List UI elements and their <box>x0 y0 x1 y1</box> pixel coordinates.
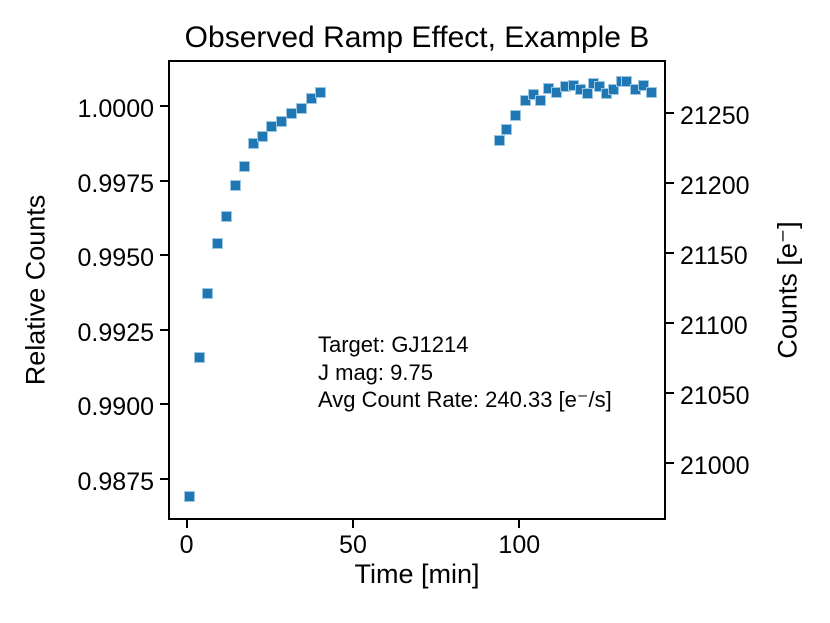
x-tick-label: 0 <box>179 531 194 559</box>
x-axis-label: Time [min] <box>354 559 480 589</box>
x-tick-mark <box>518 520 521 528</box>
annotation-block: Target: GJ1214 J mag: 9.75 Avg Count Rat… <box>318 331 612 414</box>
data-point-marker <box>607 84 619 96</box>
data-point-marker <box>306 92 318 104</box>
y-right-tick-mark <box>666 462 674 465</box>
x-tick-label: 50 <box>339 531 367 559</box>
y-right-tick-label: 21050 <box>680 382 750 411</box>
data-point-marker <box>593 81 605 93</box>
annotation-jmag-line: J mag: 9.75 <box>318 359 433 385</box>
y-right-axis-label: Counts [e⁻] <box>772 221 803 359</box>
data-point-marker <box>645 86 657 98</box>
y-right-tick-mark <box>666 392 674 395</box>
data-point-marker <box>637 80 649 92</box>
data-point-marker <box>202 287 214 299</box>
y-left-tick-label: 0.9975 <box>77 169 154 198</box>
data-point-marker <box>535 94 547 106</box>
data-point-marker <box>183 491 195 503</box>
y-left-tick-mark <box>160 105 168 108</box>
plot-area <box>168 60 666 520</box>
x-tick-mark <box>351 520 354 528</box>
y-left-tick-mark <box>160 477 168 480</box>
data-point-marker <box>581 87 593 99</box>
data-point-marker <box>510 110 522 122</box>
data-point-marker <box>193 352 205 363</box>
y-right-tick-label: 21000 <box>680 452 750 481</box>
data-point-marker <box>238 160 250 172</box>
y-right-tick-label: 21150 <box>680 242 748 271</box>
y-left-tick-label: 0.9950 <box>77 244 154 273</box>
y-left-tick-label: 1.0000 <box>77 95 154 124</box>
data-point-marker <box>257 131 269 143</box>
y-right-tick-mark <box>666 252 674 255</box>
data-point-marker <box>247 137 259 149</box>
y-left-tick-label: 0.9900 <box>77 393 154 422</box>
x-tick-mark <box>185 520 188 528</box>
y-left-tick-label: 0.9875 <box>77 467 154 496</box>
y-left-axis-label: Relative Counts <box>20 194 51 386</box>
y-right-tick-label: 21250 <box>680 101 750 130</box>
y-left-tick-mark <box>160 179 168 182</box>
data-point-marker <box>296 102 308 114</box>
y-right-tick-label: 21200 <box>680 171 750 200</box>
data-point-marker <box>501 124 513 136</box>
y-right-tick-mark <box>666 322 674 325</box>
data-point-marker <box>621 76 633 88</box>
y-left-tick-label: 0.9925 <box>77 318 154 347</box>
y-left-tick-mark <box>160 328 168 331</box>
y-left-tick-mark <box>160 254 168 257</box>
y-right-tick-label: 21100 <box>680 312 748 341</box>
y-right-tick-mark <box>666 111 674 114</box>
data-point-marker <box>520 95 532 107</box>
y-right-tick-mark <box>666 181 674 184</box>
x-tick-label: 100 <box>498 531 541 559</box>
data-point-marker <box>212 237 224 249</box>
annotation-count-rate-line: Avg Count Rate: 240.33 [e⁻/s] <box>318 387 612 412</box>
y-left-tick-mark <box>160 403 168 406</box>
data-point-marker <box>229 180 241 192</box>
data-point-marker <box>528 88 540 100</box>
data-point-marker <box>221 211 233 223</box>
annotation-target-line: Target: GJ1214 <box>318 332 469 357</box>
data-point-marker <box>276 116 288 128</box>
chart-title: Observed Ramp Effect, Example B <box>184 21 650 54</box>
data-point-marker <box>315 86 327 98</box>
data-point-marker <box>493 135 505 147</box>
